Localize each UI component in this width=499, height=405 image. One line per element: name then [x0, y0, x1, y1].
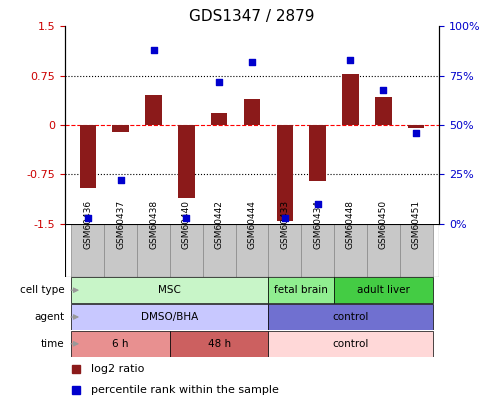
Text: percentile rank within the sample: percentile rank within the sample	[91, 385, 279, 395]
Bar	[71, 331, 170, 357]
Text: agent: agent	[34, 312, 64, 322]
Bar	[408, 125, 424, 128]
Bar	[268, 331, 433, 357]
Bar	[400, 224, 433, 277]
Text: GSM60450: GSM60450	[379, 200, 388, 249]
Text: time: time	[40, 339, 64, 349]
Point	[84, 215, 92, 221]
Bar	[334, 277, 433, 303]
Text: log2 ratio: log2 ratio	[91, 364, 144, 375]
Bar	[145, 96, 162, 125]
Text: GSM60451: GSM60451	[412, 200, 421, 249]
Bar	[170, 224, 203, 277]
Text: 6 h: 6 h	[112, 339, 129, 349]
Bar	[112, 125, 129, 132]
Bar	[276, 125, 293, 221]
Text: GSM60438: GSM60438	[149, 200, 158, 249]
Text: control: control	[332, 312, 369, 322]
Bar	[211, 113, 228, 125]
Point	[117, 177, 125, 183]
Bar	[342, 74, 359, 125]
Bar	[203, 224, 236, 277]
Bar	[375, 98, 392, 125]
Bar	[268, 304, 433, 330]
Text: adult liver: adult liver	[357, 285, 410, 295]
Text: GSM60437: GSM60437	[116, 200, 125, 249]
Text: GSM60440: GSM60440	[182, 200, 191, 249]
Bar	[80, 125, 96, 188]
Bar	[137, 224, 170, 277]
Text: fetal brain: fetal brain	[274, 285, 328, 295]
Text: GSM60436: GSM60436	[83, 200, 92, 249]
Point	[314, 201, 322, 207]
Bar	[236, 224, 268, 277]
Point	[182, 215, 190, 221]
Text: GSM60444: GSM60444	[248, 200, 256, 249]
Point	[346, 57, 354, 63]
Bar	[244, 99, 260, 125]
Point	[281, 215, 289, 221]
Point	[150, 47, 158, 53]
Text: GSM60448: GSM60448	[346, 200, 355, 249]
Bar	[104, 224, 137, 277]
Bar	[301, 224, 334, 277]
Bar	[71, 277, 268, 303]
Text: control: control	[332, 339, 369, 349]
Point	[379, 86, 387, 93]
Bar	[71, 304, 268, 330]
Text: 48 h: 48 h	[208, 339, 231, 349]
Text: GSM60433: GSM60433	[280, 200, 289, 249]
Bar	[309, 125, 326, 181]
Point	[248, 59, 256, 65]
Point	[215, 79, 223, 85]
Text: GSM60442: GSM60442	[215, 200, 224, 249]
Bar	[178, 125, 195, 198]
Bar	[367, 224, 400, 277]
Point	[412, 130, 420, 136]
Text: MSC: MSC	[159, 285, 181, 295]
Bar	[170, 331, 268, 357]
Bar	[268, 224, 301, 277]
Text: GSM60434: GSM60434	[313, 200, 322, 249]
Title: GDS1347 / 2879: GDS1347 / 2879	[189, 9, 315, 24]
Text: cell type: cell type	[19, 285, 64, 295]
Bar	[71, 224, 104, 277]
Bar	[268, 277, 334, 303]
Text: DMSO/BHA: DMSO/BHA	[141, 312, 199, 322]
Bar	[334, 224, 367, 277]
